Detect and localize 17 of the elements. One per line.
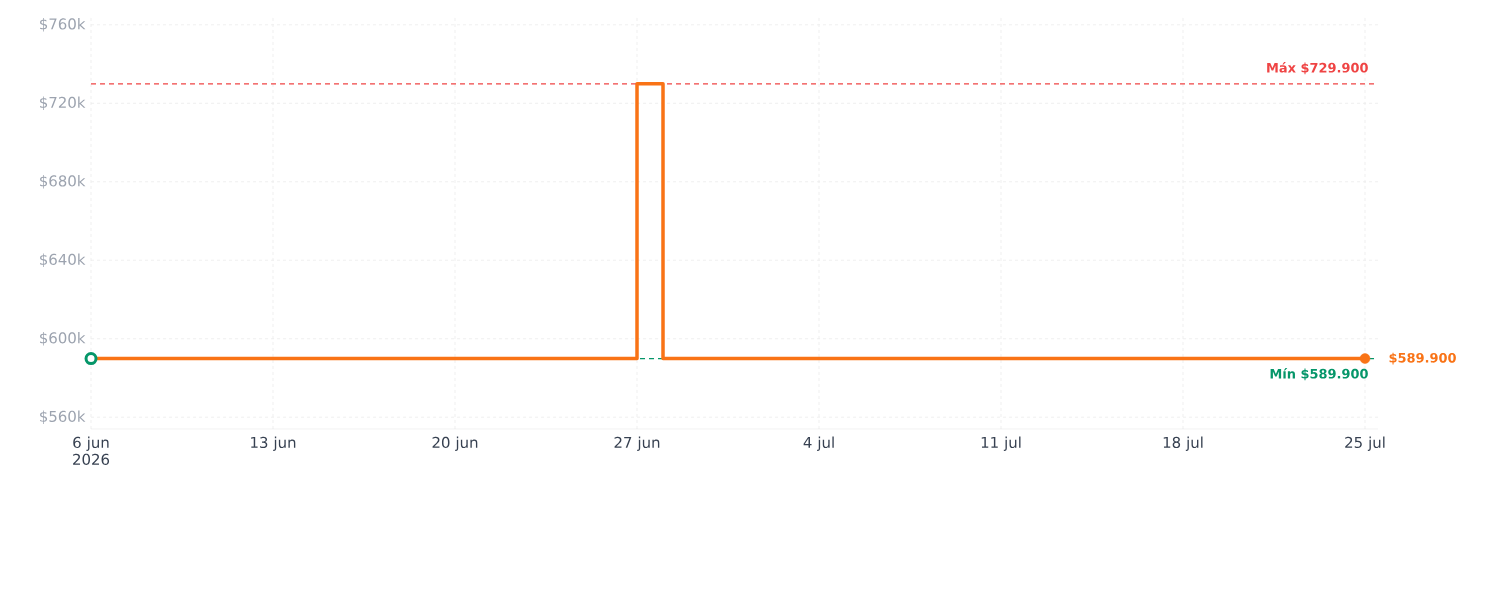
ref-line-label: Mín $589.900 <box>1270 368 1368 381</box>
ref-line-label: Máx $729.900 <box>1267 62 1368 75</box>
y-tick-label: $600k <box>40 331 86 346</box>
x-tick-label: 6 jun 2026 <box>73 436 110 466</box>
y-tick-label: $560k <box>40 410 86 424</box>
y-tick-label: $680k <box>40 175 86 189</box>
x-tick-label: 18 jul <box>1163 436 1203 451</box>
y-tick-label: $640k <box>40 253 86 268</box>
annotation: $589.900 <box>1389 352 1456 365</box>
x-tick-label: 4 jul <box>803 436 834 451</box>
y-tick-label: $720k <box>40 96 86 111</box>
x-tick-label: 13 jun <box>251 436 296 451</box>
x-tick-label: 27 jun <box>614 436 660 451</box>
x-tick-label: 25 jul <box>1345 436 1385 451</box>
x-tick-label: 20 jun <box>432 436 478 451</box>
x-tick-label: 11 jul <box>981 436 1021 451</box>
y-tick-label: $760k <box>40 18 86 32</box>
